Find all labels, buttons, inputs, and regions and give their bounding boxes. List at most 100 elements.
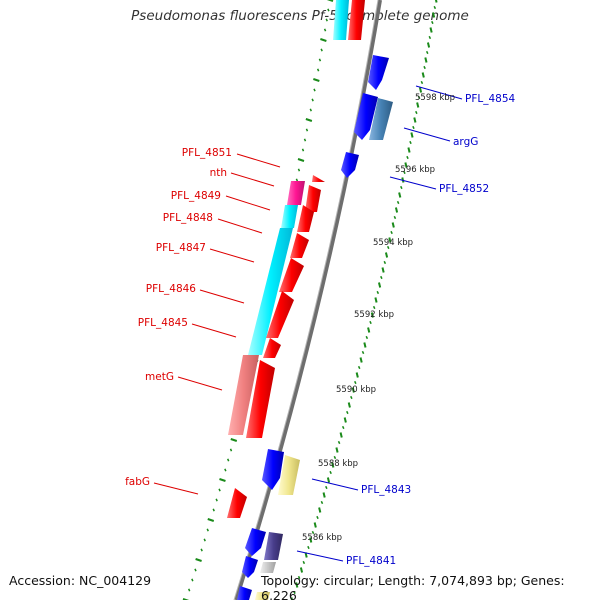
major-tick bbox=[355, 372, 359, 378]
gene-label[interactable]: PFL_4841 bbox=[346, 555, 396, 567]
minor-tick bbox=[365, 335, 369, 340]
leader-line bbox=[225, 195, 271, 211]
gene-label[interactable]: PFL_4849 bbox=[171, 190, 221, 202]
gene-label[interactable]: PFL_4848 bbox=[163, 212, 213, 224]
minor-tick bbox=[311, 98, 314, 102]
minor-tick bbox=[297, 575, 301, 580]
minor-tick bbox=[417, 95, 421, 100]
gene-label[interactable]: PFL_4847 bbox=[156, 242, 206, 254]
accession-text: Accession: NC_004129 bbox=[9, 573, 152, 588]
major-tick bbox=[297, 158, 305, 162]
major-tick bbox=[347, 402, 351, 408]
major-tick bbox=[410, 132, 414, 138]
scale-label: 5594 kbp bbox=[373, 238, 413, 248]
leader-line bbox=[403, 127, 451, 142]
major-tick bbox=[363, 342, 367, 348]
gene-label[interactable]: PFL_4851 bbox=[182, 147, 232, 159]
minor-tick bbox=[431, 20, 434, 25]
gene-feature bbox=[255, 592, 270, 600]
major-tick bbox=[295, 582, 299, 588]
gene-feature bbox=[242, 556, 258, 578]
minor-tick bbox=[428, 35, 432, 40]
gene-feature bbox=[354, 93, 378, 140]
minor-tick bbox=[354, 380, 357, 385]
gene-label[interactable]: PFL_4852 bbox=[439, 183, 489, 195]
gene-label[interactable]: fabG bbox=[125, 476, 150, 488]
leader-line bbox=[209, 248, 255, 263]
major-tick bbox=[309, 537, 313, 543]
minor-tick bbox=[361, 350, 365, 355]
major-tick bbox=[331, 462, 335, 468]
gene-feature bbox=[305, 185, 321, 212]
leader-line bbox=[296, 550, 344, 562]
major-tick bbox=[318, 507, 322, 513]
gene-feature bbox=[245, 528, 266, 556]
gene-feature bbox=[263, 338, 281, 358]
minor-tick bbox=[325, 18, 328, 22]
major-tick bbox=[418, 87, 423, 93]
gene-label[interactable]: PFL_4854 bbox=[465, 93, 516, 105]
minor-tick bbox=[318, 58, 322, 62]
minor-tick bbox=[406, 155, 409, 160]
minor-tick bbox=[293, 590, 296, 595]
gene-label[interactable]: PFL_4846 bbox=[146, 283, 197, 295]
minor-tick bbox=[206, 528, 209, 532]
major-tick bbox=[290, 597, 294, 600]
minor-tick bbox=[305, 128, 309, 132]
minor-tick bbox=[412, 125, 415, 130]
major-tick bbox=[305, 118, 313, 122]
minor-tick bbox=[396, 200, 400, 205]
minor-tick bbox=[372, 305, 376, 310]
leader-line bbox=[311, 478, 359, 491]
minor-tick bbox=[313, 88, 316, 92]
gene-feature bbox=[260, 562, 276, 573]
leader-line bbox=[415, 85, 463, 100]
major-tick bbox=[429, 27, 433, 33]
map-title: Pseudomonas fluorescens Pf-5, complete g… bbox=[131, 8, 469, 24]
minor-tick bbox=[333, 455, 337, 460]
gene-label[interactable]: PFL_4845 bbox=[138, 317, 188, 329]
major-tick bbox=[377, 282, 382, 288]
gene-feature bbox=[246, 360, 275, 438]
inner-guide bbox=[182, 0, 334, 600]
leader-line bbox=[177, 376, 223, 391]
minor-tick bbox=[215, 498, 218, 502]
major-tick bbox=[230, 438, 238, 442]
gene-label[interactable]: metG bbox=[145, 371, 174, 383]
minor-tick bbox=[309, 108, 312, 112]
leader-line bbox=[153, 482, 199, 495]
minor-tick bbox=[346, 410, 349, 415]
minor-tick bbox=[325, 485, 328, 490]
minor-tick bbox=[393, 215, 397, 220]
gene-feature bbox=[348, 0, 365, 40]
gene-label[interactable]: nth bbox=[210, 167, 227, 179]
major-tick bbox=[407, 147, 411, 153]
gene-feature bbox=[262, 449, 284, 490]
minor-tick bbox=[425, 50, 429, 55]
minor-tick bbox=[369, 320, 372, 325]
gene-feature bbox=[227, 488, 247, 518]
major-tick bbox=[394, 207, 399, 213]
right-gene-labels: PFL_4854 argG PFL_4852 PFL_4843 PFL_4841 bbox=[346, 93, 516, 567]
gene-feature bbox=[297, 205, 314, 232]
gene-feature bbox=[290, 233, 309, 258]
minor-tick bbox=[341, 425, 345, 430]
minor-tick bbox=[357, 365, 361, 370]
major-tick bbox=[426, 42, 431, 48]
minor-tick bbox=[423, 65, 426, 70]
major-tick bbox=[391, 222, 395, 228]
minor-tick bbox=[200, 548, 203, 552]
minor-tick bbox=[316, 515, 319, 520]
major-tick bbox=[384, 252, 389, 258]
gene-label[interactable]: PFL_4843 bbox=[361, 484, 411, 496]
gene-label[interactable]: argG bbox=[453, 136, 478, 148]
scale-label: 5592 kbp bbox=[354, 310, 394, 320]
gene-feature bbox=[333, 0, 349, 40]
minor-tick bbox=[307, 545, 310, 550]
gene-feature bbox=[278, 455, 300, 495]
minor-tick bbox=[386, 245, 390, 250]
gene-feature bbox=[281, 205, 298, 228]
minor-tick bbox=[320, 500, 324, 505]
minor-tick bbox=[212, 508, 215, 512]
minor-tick bbox=[403, 170, 406, 175]
